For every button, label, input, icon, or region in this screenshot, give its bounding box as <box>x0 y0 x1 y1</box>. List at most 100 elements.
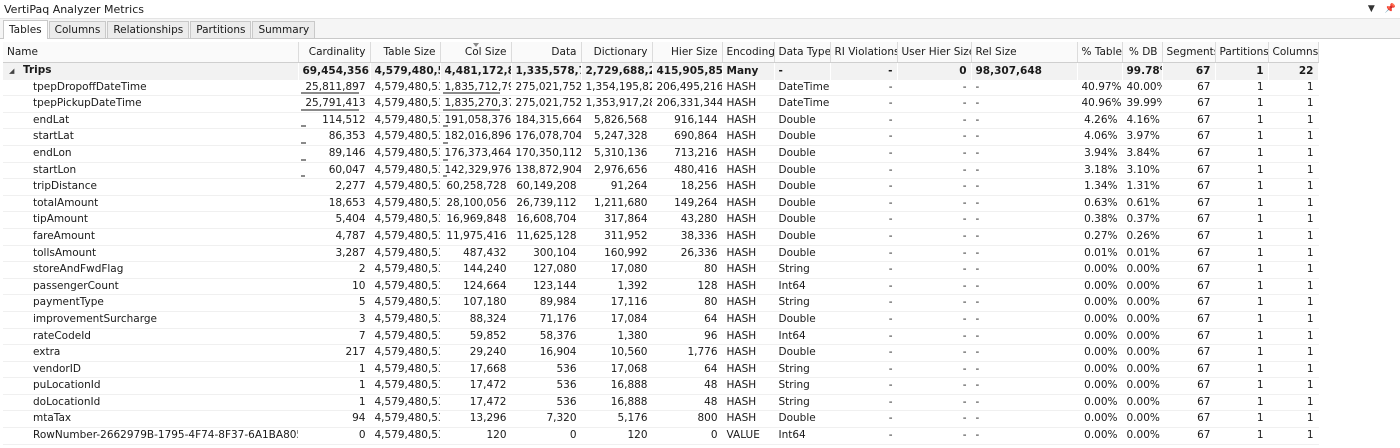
name-cell: endLat <box>3 112 299 130</box>
cell-user-hier-size: - <box>897 261 972 279</box>
table-row[interactable]: passengerCount 104,579,480,536124,664123,… <box>3 278 1319 296</box>
cell-ri-violations: - <box>830 427 898 445</box>
column-header-ri-violations[interactable]: RI Violations <box>830 42 898 63</box>
table-row[interactable]: extra2174,579,480,53629,24016,90410,5601… <box>3 344 1319 362</box>
tab-summary[interactable]: Summary <box>252 21 316 38</box>
tab-columns[interactable]: Columns <box>48 21 107 38</box>
cell-db: 0.37% <box>1122 211 1163 229</box>
cell-table-size: 4,579,480,536 <box>370 361 441 379</box>
cell-segments: 67 <box>1162 95 1216 113</box>
column-header-user-hier-size[interactable]: User Hier Size <box>897 42 972 63</box>
cell-ri-violations: - <box>830 278 898 296</box>
name-cell: fareAmount <box>3 228 299 246</box>
cell-hier-size: 38,336 <box>652 228 723 246</box>
cell-partitions: 1 <box>1215 245 1269 263</box>
cell-ri-violations: - <box>830 62 898 80</box>
collapse-toggle-icon[interactable]: ◢ <box>9 67 15 75</box>
cell-data: 1,335,578,7... <box>511 62 582 80</box>
cell-partitions: 1 <box>1215 162 1269 180</box>
column-header-partitions[interactable]: Partitions <box>1215 42 1269 63</box>
table-row[interactable]: startLon60,0474,579,480,536142,329,97613… <box>3 162 1319 180</box>
cell-segments: 67 <box>1162 377 1216 395</box>
cell-table: 40.96% <box>1077 95 1123 113</box>
column-header-data-type[interactable]: Data Type <box>774 42 831 63</box>
column-header-rel-size[interactable]: Rel Size <box>971 42 1078 63</box>
cell-segments: 67 <box>1162 178 1216 196</box>
cell-dictionary: 5,247,328 <box>581 128 653 146</box>
column-header-db[interactable]: % DB <box>1122 42 1163 63</box>
table-row[interactable]: endLon 89,1464,579,480,536176,373,464170,… <box>3 145 1319 163</box>
table-row[interactable]: fareAmount4,7874,579,480,53611,975,41611… <box>3 228 1319 246</box>
table-row[interactable]: rateCodeId 74,579,480,53659,85258,3761,38… <box>3 328 1319 346</box>
cell-data-type: - <box>774 62 831 80</box>
pin-icon[interactable]: 📌 <box>1384 4 1396 14</box>
dropdown-icon[interactable]: ▼ <box>1367 4 1375 14</box>
cell-hier-size: 1,776 <box>652 344 723 362</box>
tab-relationships[interactable]: Relationships <box>107 21 190 38</box>
cell-col-size: 11,975,416 <box>440 228 512 246</box>
table-row[interactable]: puLocationId14,579,480,53617,47253616,88… <box>3 377 1319 395</box>
cell-hier-size: 43,280 <box>652 211 723 229</box>
table-row[interactable]: RowNumber-2662979B-1795-4F74-8F37-6A1BA8… <box>3 427 1319 445</box>
table-row[interactable]: startLat 86,3534,579,480,536182,016,89617… <box>3 128 1319 146</box>
column-header-encoding[interactable]: Encoding <box>722 42 775 63</box>
cell-rel-size: - <box>971 178 1078 196</box>
cell-cardinality: 18,653 <box>298 195 371 213</box>
cell-name: endLon <box>33 146 72 159</box>
column-header-hier-size[interactable]: Hier Size <box>652 42 723 63</box>
cell-partitions: 1 <box>1215 394 1269 412</box>
column-header-data[interactable]: Data <box>511 42 582 63</box>
cell-name: totalAmount <box>33 196 99 209</box>
cell-encoding: HASH <box>722 145 775 163</box>
cell-db: 3.97% <box>1122 128 1163 146</box>
table-row[interactable]: doLocationId14,579,480,53617,47253616,88… <box>3 394 1319 412</box>
tab-tables[interactable]: Tables <box>3 20 48 39</box>
name-cell: doLocationId <box>3 394 299 412</box>
cell-col-size: 182,016,896 <box>440 128 512 146</box>
cell-user-hier-size: - <box>897 162 972 180</box>
cell-ri-violations: - <box>830 311 898 329</box>
cell-columns: 1 <box>1268 410 1319 429</box>
table-row[interactable]: vendorID14,579,480,53617,66853617,06864H… <box>3 361 1319 379</box>
cell-name: improvementSurcharge <box>33 312 157 325</box>
table-row[interactable]: tollsAmount 3,2874,579,480,536487,432300,… <box>3 245 1319 263</box>
cell-col-size: 29,240 <box>440 344 512 362</box>
column-header-table-size[interactable]: Table Size <box>370 42 441 63</box>
column-header-table[interactable]: % Table <box>1077 42 1123 63</box>
cell-table-size: 4,579,480,536 <box>370 128 441 146</box>
cell-table-size: 4,579,480,536 <box>370 228 441 246</box>
cell-ri-violations: - <box>830 162 898 180</box>
cell-data-type: Double <box>774 128 831 146</box>
table-row[interactable]: totalAmount 18,6534,579,480,53628,100,056… <box>3 195 1319 213</box>
column-header-cardinality[interactable]: Cardinality <box>298 42 371 63</box>
table-row[interactable]: tripDistance 2,2774,579,480,53660,258,728… <box>3 178 1319 196</box>
cell-ri-violations: - <box>830 410 898 429</box>
cell-table: 0.00% <box>1077 377 1123 395</box>
cell-col-size: 17,472 <box>440 394 512 412</box>
cell-data: 170,350,112 <box>511 145 582 163</box>
table-row[interactable]: improvementSurcharge 34,579,480,53688,324… <box>3 311 1319 329</box>
metrics-grid[interactable]: Name Cardinality Table Size Col Size Data Dic… <box>3 42 1397 448</box>
cell-dictionary: 317,864 <box>581 211 653 229</box>
table-row[interactable]: tpepDropoffDateTime 25,811,897 4,579,480,5… <box>3 79 1319 97</box>
cell-rel-size: - <box>971 79 1078 97</box>
cell-user-hier-size: - <box>897 311 972 329</box>
table-row[interactable]: tipAmount 5,4044,579,480,53616,969,84816,… <box>3 211 1319 229</box>
cell-col-size: 17,668 <box>440 361 512 379</box>
table-group-row[interactable]: ◢ Trips 69,454,3564,579,480,5...4,481,172,… <box>3 62 1319 80</box>
column-header-col-size[interactable]: Col Size <box>440 42 512 63</box>
column-header-dictionary[interactable]: Dictionary <box>581 42 653 63</box>
column-header-name[interactable]: Name <box>3 42 299 63</box>
table-row[interactable]: storeAndFwdFlag 24,579,480,536144,240127,… <box>3 261 1319 279</box>
cell-col-size: 13,296 <box>440 410 512 429</box>
table-row[interactable]: paymentType 54,579,480,536107,18089,98417… <box>3 294 1319 312</box>
cell-rel-size: - <box>971 162 1078 180</box>
column-header-segments[interactable]: Segments <box>1162 42 1216 63</box>
cell-name: tpepDropoffDateTime <box>33 80 147 93</box>
tab-partitions[interactable]: Partitions <box>190 21 252 38</box>
table-row[interactable]: mtaTax 944,579,480,53613,2967,3205,176800… <box>3 410 1319 429</box>
cell-hier-size: 64 <box>652 311 723 329</box>
table-row[interactable]: endLat 114,5124,579,480,536191,058,376184… <box>3 112 1319 130</box>
column-header-columns[interactable]: Columns <box>1268 42 1319 63</box>
table-row[interactable]: tpepPickupDateTime 25,791,4134,579,480,53… <box>3 95 1319 113</box>
